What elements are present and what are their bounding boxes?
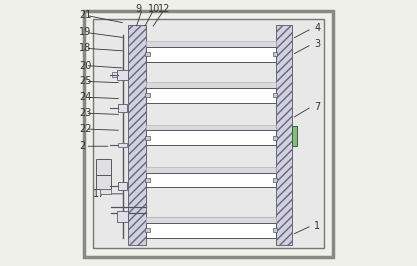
Text: 10: 10 (148, 4, 160, 14)
Bar (117, 211, 128, 222)
Bar (276, 24, 292, 246)
Text: 22: 22 (79, 124, 91, 134)
Text: 2: 2 (79, 141, 85, 151)
Text: 25: 25 (79, 76, 91, 86)
Text: 18: 18 (79, 43, 91, 53)
Bar (273, 52, 277, 56)
Text: 24: 24 (79, 92, 91, 102)
Bar (145, 178, 150, 182)
Text: 9: 9 (136, 4, 142, 14)
Text: 21: 21 (79, 10, 91, 20)
Text: 12: 12 (158, 4, 171, 14)
Bar (145, 52, 150, 56)
Bar (145, 136, 150, 140)
Bar (118, 104, 127, 111)
Bar (93, 19, 324, 248)
Bar (118, 182, 127, 190)
Text: 23: 23 (79, 108, 91, 118)
Bar (145, 93, 150, 97)
Bar (146, 217, 276, 223)
Bar (292, 126, 297, 146)
Bar (146, 173, 276, 187)
Bar (128, 24, 146, 246)
Text: 3: 3 (314, 39, 321, 49)
Bar (273, 178, 277, 182)
Bar (146, 82, 276, 88)
Bar (146, 223, 276, 238)
Text: 20: 20 (79, 61, 91, 70)
Bar (146, 88, 276, 103)
Bar (273, 93, 277, 97)
Text: 4: 4 (314, 23, 321, 34)
Bar (146, 217, 276, 223)
Bar (96, 159, 111, 175)
Bar (117, 70, 128, 80)
Text: 1: 1 (314, 221, 321, 231)
Text: 7: 7 (314, 102, 321, 111)
Text: 19: 19 (79, 27, 91, 38)
Bar (113, 72, 117, 77)
Bar (146, 124, 276, 130)
Bar (146, 167, 276, 173)
Bar (273, 228, 277, 232)
Text: 17: 17 (93, 189, 106, 199)
Bar (146, 130, 276, 145)
Bar (118, 143, 127, 147)
Bar (146, 41, 276, 47)
Bar (145, 228, 150, 232)
Bar (96, 175, 111, 189)
Bar (100, 189, 111, 194)
Bar (273, 136, 277, 140)
Bar (146, 47, 276, 61)
